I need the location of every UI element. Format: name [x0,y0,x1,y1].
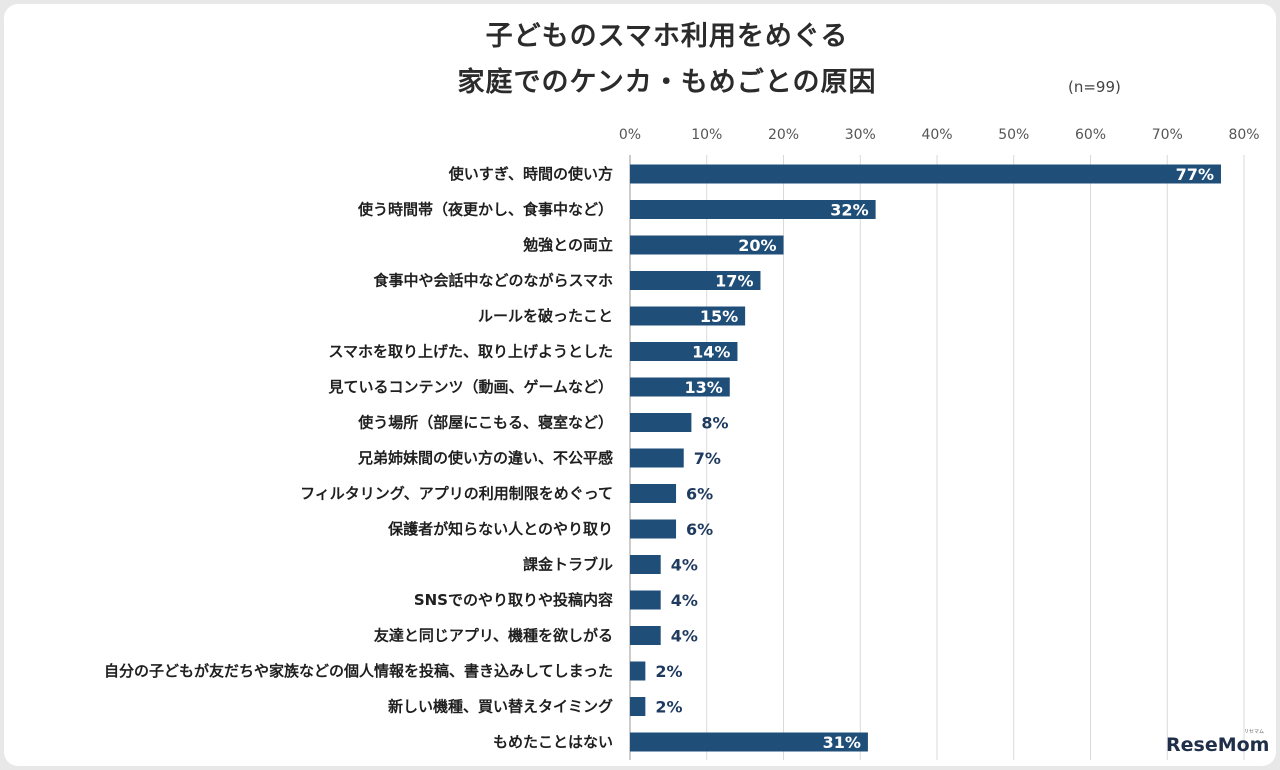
bar-9 [630,484,677,503]
bar-8 [630,448,684,468]
value-label: 2% [655,662,682,681]
bar-16 [630,732,868,752]
bar-14 [630,661,646,681]
x-tick-label: 10% [691,127,722,143]
value-label: 2% [655,698,682,717]
value-label: 20% [738,236,776,255]
category-label: フィルタリング、アプリの利用制限をめぐって [300,485,613,503]
category-label: 見ているコンテンツ（動画、ゲームなど） [327,378,613,396]
category-label: 新しい機種、買い替えタイミング [388,698,613,716]
bar-15 [630,697,646,716]
value-label: 4% [671,591,698,610]
bar-0 [630,164,1221,184]
brand-logo: ReseMom リセマム [1166,729,1270,756]
category-label: 保護者が知らない人とのやり取り [387,520,613,538]
value-label: 4% [671,627,698,646]
value-label: 7% [694,449,721,468]
value-label: 15% [700,307,738,326]
chart-title-line1: 子どものスマホ利用をめぐる [485,21,849,52]
value-label: 77% [1176,165,1214,184]
bar-6 [630,377,730,397]
x-tick-label: 30% [845,127,876,143]
sample-size-note: (n=99) [1068,78,1121,96]
value-label: 4% [671,556,698,575]
x-tick-label: 50% [998,127,1029,143]
category-label: 勉強との両立 [522,236,613,254]
value-label: 17% [715,272,753,291]
category-label: 食事中や会話中などのながらスマホ [373,272,613,290]
value-label: 8% [701,414,728,433]
category-label: 使う場所（部屋にこもる、寝室など） [357,414,613,432]
bar-11 [630,555,661,574]
bar-1 [630,200,876,219]
value-label: 13% [684,378,722,397]
x-tick-label: 80% [1228,127,1259,143]
category-label: 兄弟姉妹間の使い方の違い、不公平感 [357,449,613,467]
x-tick-label: 60% [1075,127,1106,143]
category-label: 使う時間帯（夜更かし、食事中など） [357,201,613,219]
brand-logo-small-text: リセマム [1244,729,1265,735]
bar-12 [630,590,661,610]
category-label: 友達と同じアプリ、機種を欲しがる [374,627,613,645]
x-tick-label: 70% [1152,127,1183,143]
bar-4 [630,306,746,326]
bar-3 [630,271,761,290]
value-label: 6% [686,520,713,539]
value-label: 14% [692,343,730,362]
brand-logo-text: ReseMom [1166,734,1270,756]
x-tick-label: 40% [921,127,952,143]
category-label: 自分の子どもが友だちや家族などの個人情報を投稿、書き込みしてしまった [104,662,613,680]
bar-5 [630,342,738,361]
x-tick-label: 20% [768,127,799,143]
category-label: ルールを破ったこと [478,307,613,325]
category-label: スマホを取り上げた、取り上げようとした [328,343,613,361]
value-label: 6% [686,485,713,504]
x-tick-label: 0% [619,127,641,143]
bar-7 [630,413,692,432]
category-label: もめたことはない [493,733,613,751]
bar-13 [630,626,661,645]
value-label: 31% [823,733,861,752]
category-label: 使いすぎ、時間の使い方 [448,165,613,183]
bar-10 [630,519,677,539]
category-label: 課金トラブル [523,556,613,574]
chart-title-line2: 家庭でのケンカ・もめごとの原因 [457,67,877,98]
category-label: SNSでのやり取りや投稿内容 [414,591,613,609]
bar-2 [630,235,784,255]
value-label: 32% [830,201,868,220]
